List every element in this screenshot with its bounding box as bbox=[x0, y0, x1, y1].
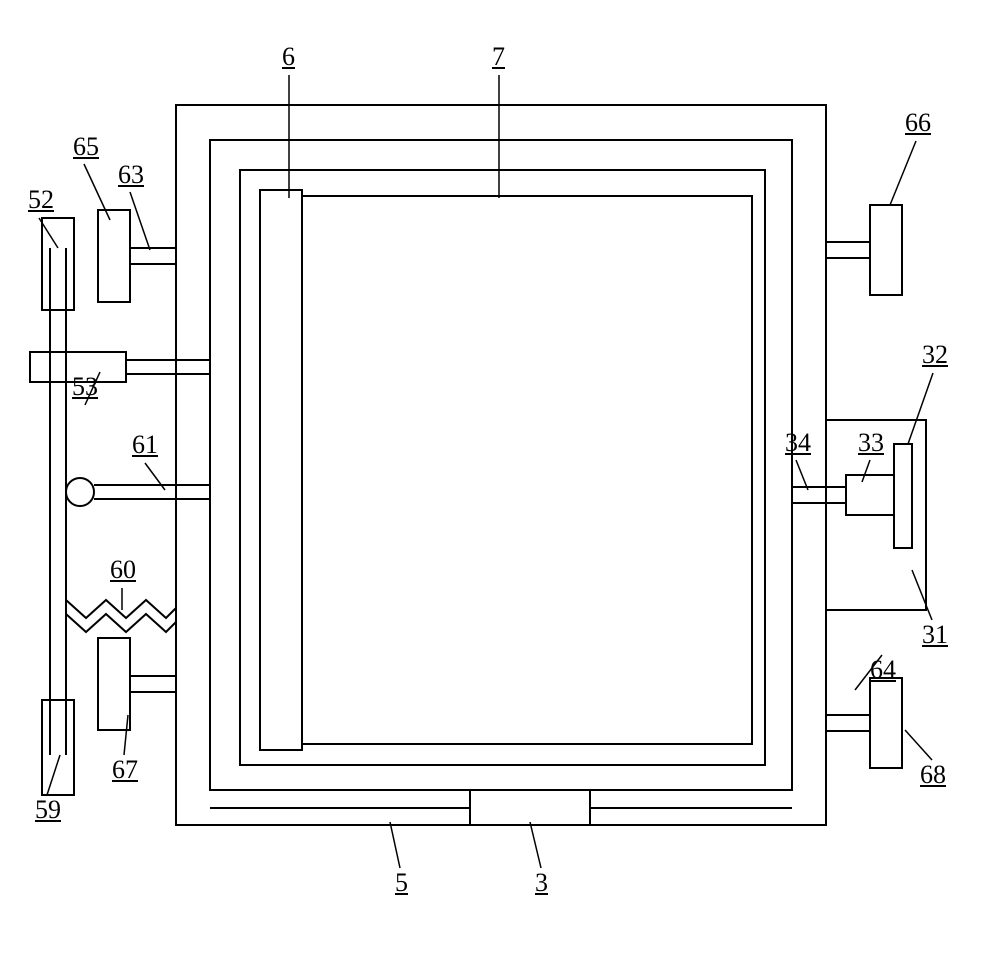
leader-61 bbox=[145, 463, 165, 490]
leader-65 bbox=[84, 164, 110, 220]
leader-59 bbox=[47, 755, 60, 795]
leader-32 bbox=[908, 373, 933, 444]
leader-66 bbox=[890, 141, 916, 205]
leader-53 bbox=[85, 372, 100, 405]
leader-31 bbox=[912, 570, 932, 620]
leader-68 bbox=[905, 730, 932, 760]
leader-lines bbox=[0, 0, 1000, 962]
leader-63 bbox=[130, 192, 150, 250]
leader-67 bbox=[124, 715, 128, 755]
leader-34 bbox=[796, 460, 808, 490]
leader-33 bbox=[862, 460, 870, 482]
leader-52 bbox=[39, 218, 58, 248]
leader-3 bbox=[530, 822, 541, 868]
leader-64 bbox=[855, 655, 882, 690]
leader-5 bbox=[390, 822, 400, 868]
